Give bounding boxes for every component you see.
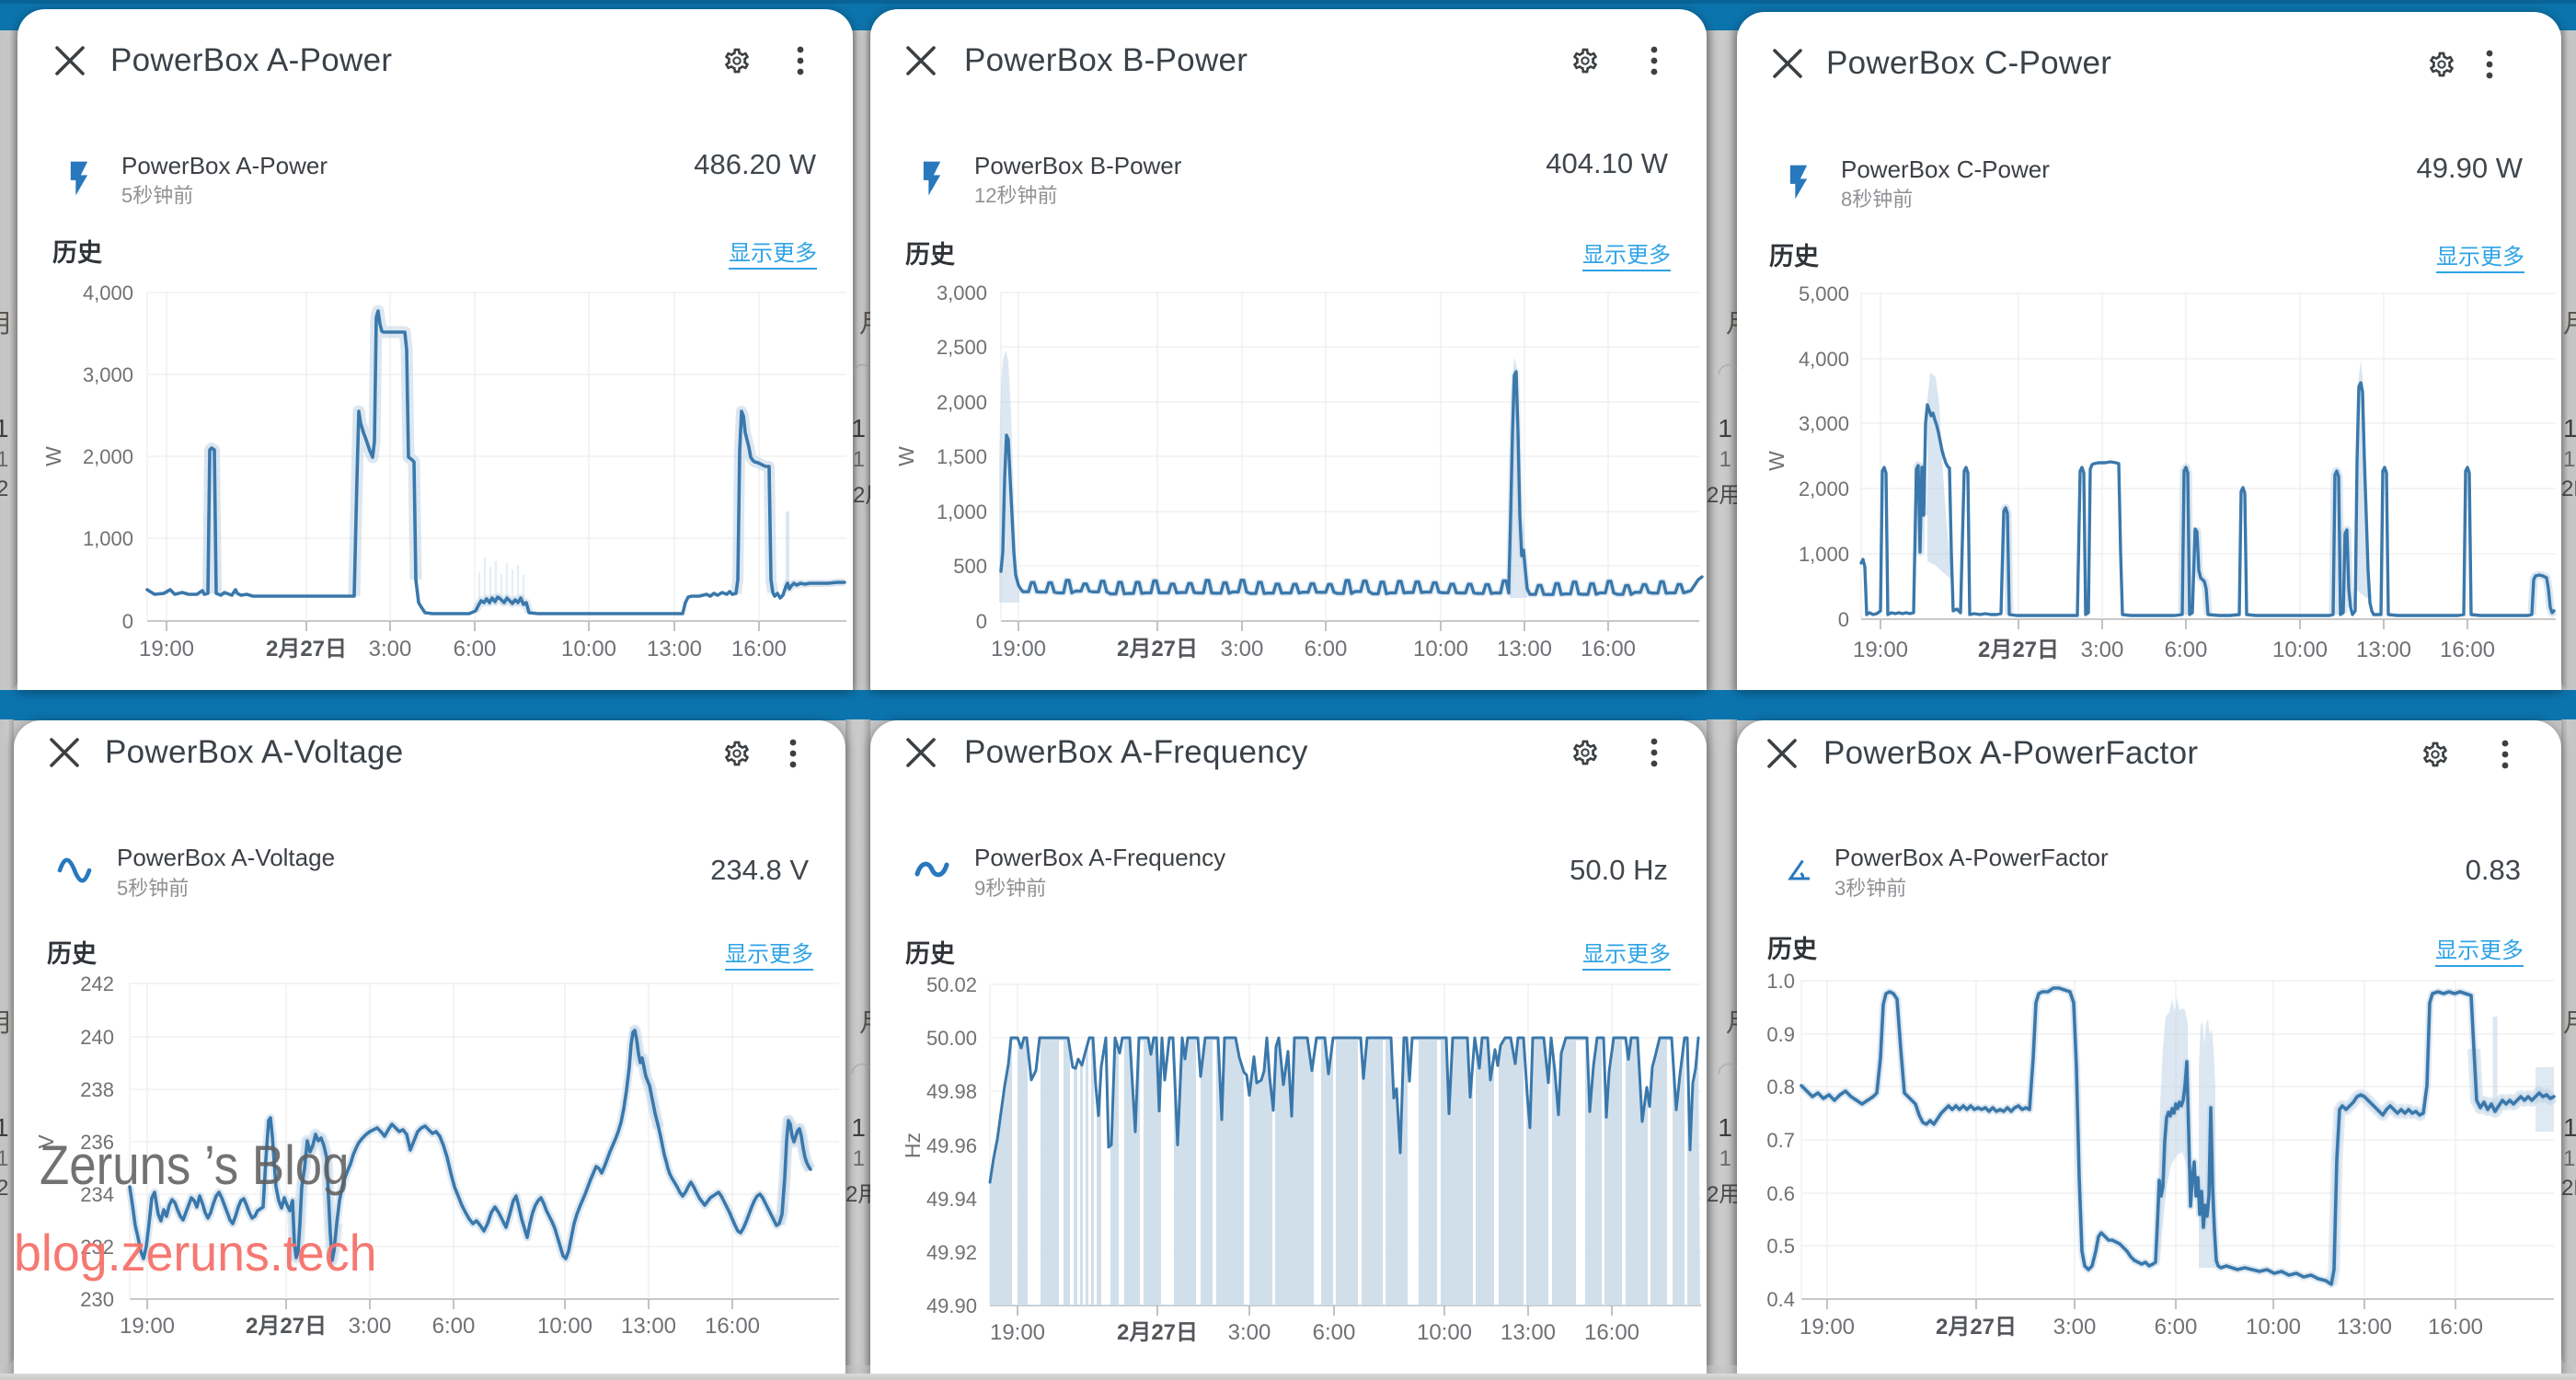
- svg-text:3:00: 3:00: [1228, 1320, 1271, 1345]
- svg-text:49.98: 49.98: [926, 1080, 977, 1103]
- svg-text:2,000: 2,000: [937, 391, 987, 414]
- svg-text:0: 0: [1838, 608, 1849, 631]
- svg-text:4,000: 4,000: [1799, 348, 1849, 371]
- svg-text:3,000: 3,000: [1799, 412, 1849, 435]
- svg-text:49.94: 49.94: [926, 1188, 977, 1211]
- svg-text:13:00: 13:00: [647, 637, 702, 661]
- svg-text:2月27日: 2月27日: [1117, 637, 1198, 661]
- svg-text:19:00: 19:00: [1853, 638, 1908, 662]
- svg-text:1,000: 1,000: [937, 500, 987, 523]
- svg-text:13:00: 13:00: [621, 1314, 676, 1339]
- svg-text:13:00: 13:00: [2356, 638, 2411, 662]
- svg-text:0.9: 0.9: [1766, 1023, 1795, 1046]
- svg-text:234: 234: [80, 1183, 114, 1206]
- svg-text:4,000: 4,000: [83, 282, 133, 305]
- svg-text:16:00: 16:00: [1584, 1320, 1639, 1345]
- svg-text:16:00: 16:00: [705, 1314, 760, 1339]
- svg-text:19:00: 19:00: [990, 1320, 1045, 1345]
- svg-text:2月27日: 2月27日: [1117, 1320, 1198, 1345]
- svg-text:2,000: 2,000: [1799, 477, 1849, 500]
- svg-text:10:00: 10:00: [561, 637, 616, 661]
- svg-text:3,000: 3,000: [83, 363, 133, 386]
- svg-text:6:00: 6:00: [1313, 1320, 1356, 1345]
- svg-text:W: W: [41, 446, 65, 466]
- svg-text:2,500: 2,500: [937, 336, 987, 359]
- svg-text:49.92: 49.92: [926, 1241, 977, 1264]
- svg-text:10:00: 10:00: [1417, 1320, 1472, 1345]
- svg-text:2月27日: 2月27日: [246, 1314, 327, 1339]
- svg-text:16:00: 16:00: [2428, 1315, 2483, 1340]
- svg-text:1,000: 1,000: [1799, 543, 1849, 566]
- svg-text:0.5: 0.5: [1766, 1235, 1795, 1258]
- svg-text:240: 240: [80, 1026, 114, 1049]
- svg-text:13:00: 13:00: [1501, 1320, 1556, 1345]
- svg-text:3:00: 3:00: [2081, 638, 2124, 662]
- svg-text:13:00: 13:00: [2337, 1315, 2392, 1340]
- svg-text:6:00: 6:00: [454, 637, 497, 661]
- svg-text:16:00: 16:00: [1581, 637, 1636, 661]
- svg-text:3:00: 3:00: [1221, 637, 1264, 661]
- svg-text:3:00: 3:00: [2053, 1315, 2097, 1340]
- svg-text:6:00: 6:00: [1305, 637, 1348, 661]
- svg-text:236: 236: [80, 1131, 114, 1154]
- svg-text:50.00: 50.00: [926, 1027, 977, 1050]
- svg-text:3:00: 3:00: [369, 637, 412, 661]
- svg-text:6:00: 6:00: [2165, 638, 2208, 662]
- svg-text:2月27日: 2月27日: [1978, 638, 2059, 662]
- svg-text:16:00: 16:00: [2440, 638, 2495, 662]
- svg-text:50.02: 50.02: [926, 973, 977, 996]
- svg-text:V: V: [34, 1134, 58, 1149]
- svg-text:230: 230: [80, 1288, 114, 1311]
- svg-text:232: 232: [80, 1236, 114, 1259]
- svg-text:242: 242: [80, 972, 114, 995]
- svg-text:W: W: [1765, 451, 1788, 471]
- svg-text:0.8: 0.8: [1766, 1075, 1795, 1098]
- svg-text:0.6: 0.6: [1766, 1182, 1795, 1205]
- svg-text:500: 500: [953, 555, 987, 578]
- svg-text:1,500: 1,500: [937, 445, 987, 468]
- svg-text:49.90: 49.90: [926, 1294, 977, 1317]
- svg-text:10:00: 10:00: [2272, 638, 2328, 662]
- svg-text:0: 0: [976, 610, 987, 633]
- svg-text:238: 238: [80, 1078, 114, 1101]
- svg-text:0.4: 0.4: [1766, 1288, 1795, 1311]
- svg-text:0: 0: [122, 610, 133, 633]
- svg-text:1,000: 1,000: [83, 527, 133, 550]
- svg-text:6:00: 6:00: [2155, 1315, 2198, 1340]
- svg-text:19:00: 19:00: [120, 1314, 175, 1339]
- svg-text:10:00: 10:00: [537, 1314, 592, 1339]
- svg-text:49.96: 49.96: [926, 1134, 977, 1157]
- svg-text:0.7: 0.7: [1766, 1129, 1795, 1152]
- svg-text:2月27日: 2月27日: [266, 637, 347, 661]
- svg-text:19:00: 19:00: [139, 637, 194, 661]
- svg-text:13:00: 13:00: [1497, 637, 1552, 661]
- svg-text:6:00: 6:00: [432, 1314, 476, 1339]
- svg-text:10:00: 10:00: [2246, 1315, 2301, 1340]
- svg-text:2,000: 2,000: [83, 445, 133, 468]
- svg-text:19:00: 19:00: [1800, 1315, 1855, 1340]
- svg-text:16:00: 16:00: [731, 637, 787, 661]
- svg-text:5,000: 5,000: [1799, 282, 1849, 305]
- svg-text:W: W: [894, 446, 918, 466]
- svg-text:19:00: 19:00: [991, 637, 1046, 661]
- svg-text:Hz: Hz: [901, 1133, 925, 1158]
- svg-text:3,000: 3,000: [937, 282, 987, 305]
- svg-text:1.0: 1.0: [1766, 970, 1795, 993]
- svg-text:2月27日: 2月27日: [1936, 1315, 2017, 1340]
- svg-text:10:00: 10:00: [1413, 637, 1468, 661]
- svg-text:3:00: 3:00: [349, 1314, 392, 1339]
